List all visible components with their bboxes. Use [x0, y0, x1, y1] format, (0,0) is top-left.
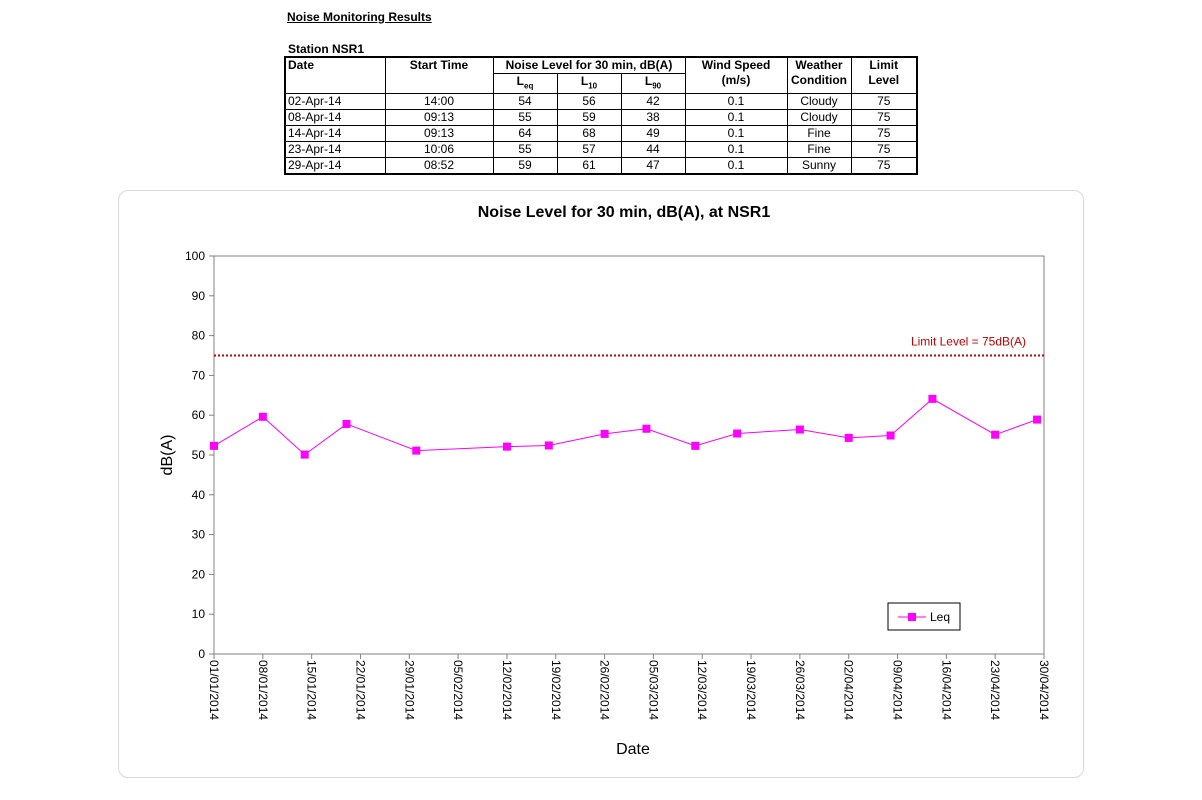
cell-start: 14:00: [384, 93, 494, 111]
x-tick-label: 15/01/2014: [305, 660, 319, 720]
legend-label: Leq: [930, 610, 950, 624]
data-point: [642, 424, 651, 433]
table-row: 29-Apr-14 08:52 59 61 47 0.1 Sunny 75: [284, 157, 918, 175]
data-point: [300, 450, 309, 459]
limit-line-label: Limit Level = 75dB(A): [911, 335, 1026, 349]
header-wind-speed-label: Wind Speed: [701, 58, 771, 72]
cell-limit: 75: [850, 141, 918, 159]
data-point: [258, 412, 267, 421]
cell-leq: 55: [492, 141, 558, 159]
header-l90: L90: [620, 72, 686, 95]
data-point: [600, 429, 609, 438]
data-point: [502, 442, 511, 451]
header-l10-sub: 10: [588, 81, 598, 91]
chart-title: Noise Level for 30 min, dB(A), at NSR1: [478, 204, 771, 221]
y-tick-label: 70: [192, 368, 206, 382]
header-condition-label: Condition: [791, 73, 847, 87]
header-level-label: Level: [868, 73, 900, 87]
x-tick-label: 16/04/2014: [939, 660, 953, 720]
cell-date: 29-Apr-14: [284, 157, 386, 175]
cell-limit: 75: [850, 125, 918, 143]
chart-frame: [118, 190, 1084, 778]
header-wind-speed-unit: (m/s): [721, 73, 751, 87]
x-tick-label: 22/01/2014: [353, 660, 367, 720]
x-tick-label: 02/04/2014: [842, 660, 856, 720]
header-weather-label: Weather: [795, 58, 843, 72]
x-tick-label: 19/02/2014: [549, 660, 563, 720]
x-tick-label: 12/03/2014: [695, 660, 709, 720]
header-weather: Weather Condition: [786, 56, 852, 95]
report-title: Noise Monitoring Results: [287, 10, 432, 24]
x-tick-label: 08/01/2014: [256, 660, 270, 720]
header-l10: L10: [556, 72, 622, 95]
data-point: [733, 429, 742, 438]
y-tick-label: 0: [198, 647, 205, 661]
data-point: [544, 441, 553, 450]
y-tick-label: 40: [192, 488, 206, 502]
data-point: [795, 425, 804, 434]
table-row: 14-Apr-14 09:13 64 68 49 0.1 Fine 75: [284, 125, 918, 143]
x-tick-label: 29/01/2014: [402, 660, 416, 720]
y-tick-label: 100: [185, 249, 205, 263]
header-l90-sub: 90: [652, 81, 662, 91]
x-tick-label: 30/04/2014: [1037, 660, 1051, 720]
y-tick-label: 90: [192, 289, 206, 303]
station-label: Station NSR1: [288, 42, 365, 56]
y-tick-label: 60: [192, 408, 206, 422]
x-tick-label: 26/03/2014: [793, 660, 807, 720]
data-point: [1033, 415, 1042, 424]
cell-l10: 61: [556, 157, 622, 175]
cell-weather: Sunny: [786, 157, 852, 175]
data-point: [210, 441, 218, 450]
cell-start: 08:52: [384, 157, 494, 175]
table-row: 08-Apr-14 09:13 55 59 38 0.1 Cloudy 75: [284, 109, 918, 127]
series-line-leq: [213, 398, 1038, 456]
cell-l90: 47: [620, 157, 686, 175]
y-tick-label: 20: [192, 567, 206, 581]
cell-leq: 59: [492, 157, 558, 175]
cell-date: 23-Apr-14: [284, 141, 386, 159]
data-point: [844, 433, 853, 442]
header-l10-prefix: L: [580, 74, 589, 88]
cell-weather: Fine: [786, 125, 852, 143]
cell-wind: 0.1: [684, 141, 788, 159]
x-tick-label: 19/03/2014: [744, 660, 758, 720]
x-tick-label: 05/03/2014: [646, 660, 660, 720]
data-point: [691, 441, 700, 450]
x-axis-label: Date: [616, 741, 650, 758]
cell-l10: 57: [556, 141, 622, 159]
y-tick-label: 80: [192, 329, 206, 343]
x-tick-label: 12/02/2014: [500, 660, 514, 720]
results-table-body: 02-Apr-14 14:00 54 56 42 0.1 Cloudy 75 08-Apr-14…: [284, 93, 918, 175]
data-point: [928, 394, 937, 403]
y-tick-label: 10: [192, 607, 206, 621]
header-l90-prefix: L: [644, 74, 653, 88]
legend-marker: [908, 613, 916, 621]
data-point: [991, 430, 1000, 439]
cell-limit: 75: [850, 157, 918, 175]
header-leq-prefix: L: [516, 74, 524, 88]
x-tick-label: 23/04/2014: [988, 660, 1002, 720]
y-axis-label: dB(A): [159, 435, 176, 476]
x-tick-label: 26/02/2014: [598, 660, 612, 720]
header-limit-label: Limit: [869, 58, 899, 72]
results-table: Date Start Time Noise Level for 30 min, …: [284, 56, 918, 176]
x-tick-label: 05/02/2014: [451, 660, 465, 720]
data-point: [342, 419, 351, 428]
header-wind-speed: Wind Speed (m/s): [684, 56, 788, 95]
cell-limit: 75: [850, 109, 918, 127]
y-tick-label: 50: [192, 448, 206, 462]
header-leq-sub: eq: [524, 81, 534, 91]
data-point: [886, 431, 895, 440]
plot-area: [213, 255, 1045, 655]
table-row: 23-Apr-14 10:06 55 57 44 0.1 Fine 75: [284, 141, 918, 159]
cell-start: 10:06: [384, 141, 494, 159]
x-tick-label: 01/01/2014: [207, 660, 221, 720]
data-point: [412, 446, 421, 455]
x-tick-label: 09/04/2014: [891, 660, 905, 720]
header-limit: Limit Level: [850, 56, 918, 95]
y-tick-label: 30: [192, 528, 206, 542]
cell-start: 09:13: [384, 125, 494, 143]
